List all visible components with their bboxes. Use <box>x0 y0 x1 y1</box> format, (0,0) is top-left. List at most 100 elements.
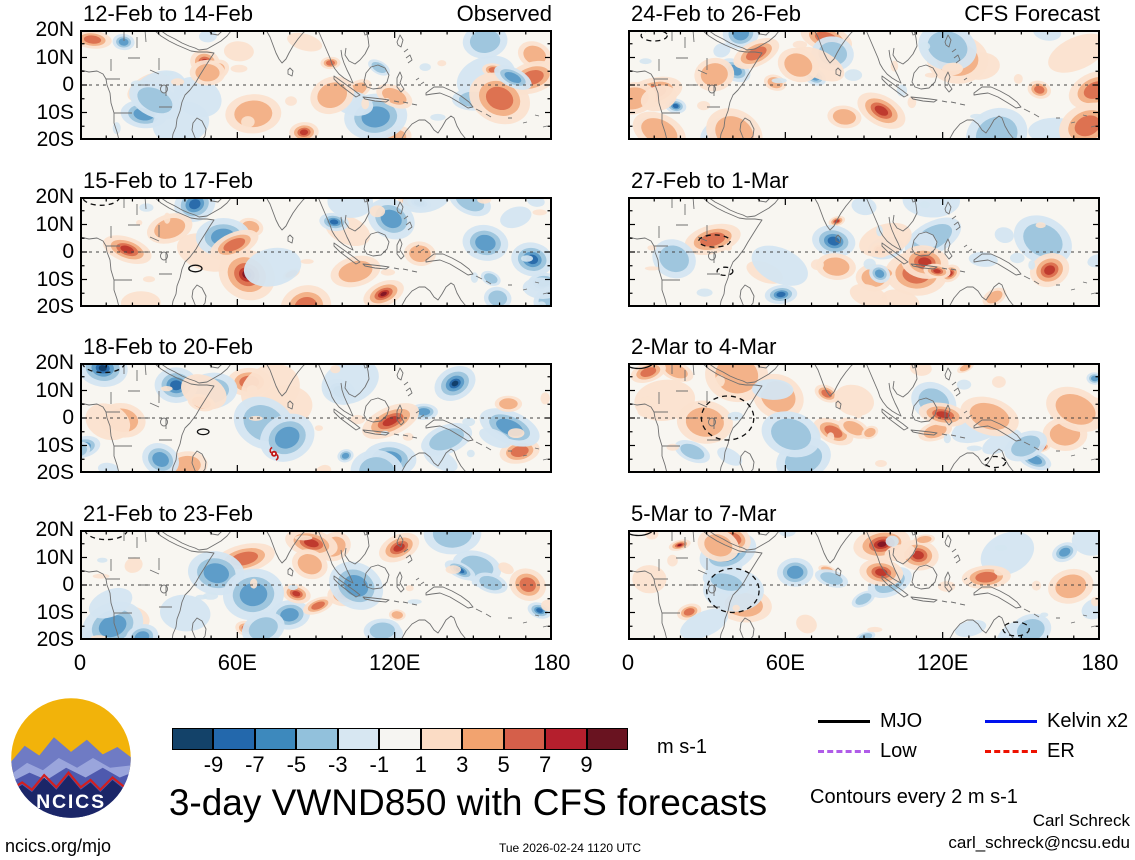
colorbar-tick-label: 7 <box>538 752 552 777</box>
colorbar-cell <box>172 728 214 750</box>
lat-tick-label: 20S <box>36 128 74 151</box>
colorbar-cell <box>420 728 463 750</box>
lon-tick-label: 60E <box>765 650 805 675</box>
wave-contour <box>628 530 655 537</box>
colorbar <box>172 728 628 750</box>
coastlines <box>628 30 1096 140</box>
panel-title: 12-Feb to 14-Feb <box>83 1 253 26</box>
map-canvas <box>80 363 552 473</box>
storm-symbol <box>269 446 279 461</box>
wave-contour <box>81 197 121 206</box>
colorbar-cell <box>254 728 297 750</box>
legend-label: MJO <box>880 710 923 732</box>
wave-contour <box>628 363 655 370</box>
lon-tick-label: 120E <box>368 650 421 675</box>
coastlines <box>80 197 548 307</box>
coastlines <box>80 30 548 140</box>
colorbar-tick-label: -9 <box>203 752 224 777</box>
map-frame <box>80 363 552 473</box>
lat-tick-label: 0 <box>62 406 74 429</box>
map-panel-6: 27-Feb to 1-Mar <box>628 168 1100 307</box>
wave-contour <box>196 428 210 436</box>
map-frame <box>80 30 552 140</box>
coastlines <box>628 530 1096 640</box>
map-frame <box>80 197 552 307</box>
wave-contour <box>698 234 731 248</box>
colorbar-tick-label: -3 <box>328 752 348 777</box>
map-canvas <box>80 197 552 307</box>
lat-tick-label: 10N <box>35 212 74 236</box>
colorbar-tick-label: -1 <box>369 752 390 777</box>
lat-tick-label: 20S <box>36 295 74 318</box>
logo-mountains: NCICS <box>11 737 131 818</box>
credit-name: Carl Schreck <box>1032 811 1130 830</box>
lat-tick-label: 10S <box>36 433 74 457</box>
lat-tick-label: 10S <box>36 600 74 624</box>
map-panel-4: 21-Feb to 23-Feb <box>80 501 552 640</box>
colorbar-tick-label: -5 <box>286 752 307 777</box>
panel-title: 2-Mar to 4-Mar <box>631 334 777 359</box>
wave-contour <box>640 30 668 42</box>
panel-tag: Observed <box>456 1 552 26</box>
ncics-logo-icon: NCICS <box>11 698 131 818</box>
map-panel-2: 15-Feb to 17-Feb <box>80 168 552 307</box>
lon-tick-label: 180 <box>533 650 571 675</box>
panel-title: 18-Feb to 20-Feb <box>83 334 253 359</box>
map-canvas <box>80 530 552 640</box>
map-frame <box>80 530 552 640</box>
coastlines <box>80 530 548 640</box>
lon-tick-label: 0 <box>73 650 87 675</box>
map-canvas <box>628 30 1100 140</box>
colorbar-tick-label: 3 <box>456 752 469 777</box>
lat-tick-label: 10S <box>36 267 74 291</box>
wave-contour <box>983 455 1007 469</box>
timestamp: Tue 2026-02-24 1120 UTC <box>498 841 642 855</box>
lat-tick-label: 10N <box>35 378 74 402</box>
lat-tick-label: 10N <box>35 545 74 569</box>
map-frame <box>628 30 1100 140</box>
colorbar-tick-label: 5 <box>497 752 510 777</box>
map-panel-3: 18-Feb to 20-Feb <box>80 334 552 473</box>
lon-tick-label: 60E <box>217 650 257 675</box>
map-panel-8: 5-Mar to 7-Mar <box>628 501 1100 640</box>
credit-email: carl_schreck@ncsu.edu <box>948 833 1130 852</box>
panel-title: 5-Mar to 7-Mar <box>631 501 777 526</box>
lat-tick-label: 10S <box>36 100 74 124</box>
wave-contour <box>1002 621 1030 637</box>
legend-line-kelvin-x2 <box>985 720 1037 723</box>
lat-tick-label: 20S <box>36 628 74 651</box>
legend-line-low <box>818 750 870 753</box>
legend-line-er <box>985 750 1037 753</box>
colorbar-cell <box>379 728 421 750</box>
panel-tag: CFS Forecast <box>964 1 1100 26</box>
lat-tick-label: 20N <box>35 518 74 541</box>
panel-title: 21-Feb to 23-Feb <box>83 501 253 526</box>
lat-tick-label: 20N <box>35 351 74 374</box>
logo-red-ridge-line <box>11 770 131 792</box>
colorbar-cell <box>545 728 587 750</box>
map-panel-7: 2-Mar to 4-Mar <box>628 334 1100 473</box>
colorbar-cell <box>462 728 504 750</box>
map-panel-5: 24-Feb to 26-Feb CFS Forecast <box>628 1 1100 140</box>
map-panel-1: 12-Feb to 14-Feb Observed <box>80 1 552 140</box>
lat-tick-label: 0 <box>62 573 74 596</box>
colorbar-tick-label: 1 <box>414 752 427 777</box>
map-frame <box>628 363 1100 473</box>
colorbar-tick-label: 9 <box>580 752 593 777</box>
map-frame <box>628 197 1100 307</box>
colorbar-unit-label: m s-1 <box>657 736 707 758</box>
legend-label: Low <box>880 740 917 762</box>
wave-contour <box>188 264 203 273</box>
colorbar-cell <box>503 728 546 750</box>
coastlines <box>628 363 1096 473</box>
map-canvas <box>628 530 1100 640</box>
lat-tick-label: 20N <box>35 185 74 208</box>
logo-text: NCICS <box>36 791 106 813</box>
panel-title: 24-Feb to 26-Feb <box>631 1 801 26</box>
lat-tick-label: 10N <box>35 45 74 69</box>
map-canvas <box>80 30 552 140</box>
legend-label: ER <box>1047 740 1075 762</box>
lat-tick-label: 0 <box>62 73 74 96</box>
lat-tick-label: 20S <box>36 461 74 484</box>
map-frame <box>628 530 1100 640</box>
